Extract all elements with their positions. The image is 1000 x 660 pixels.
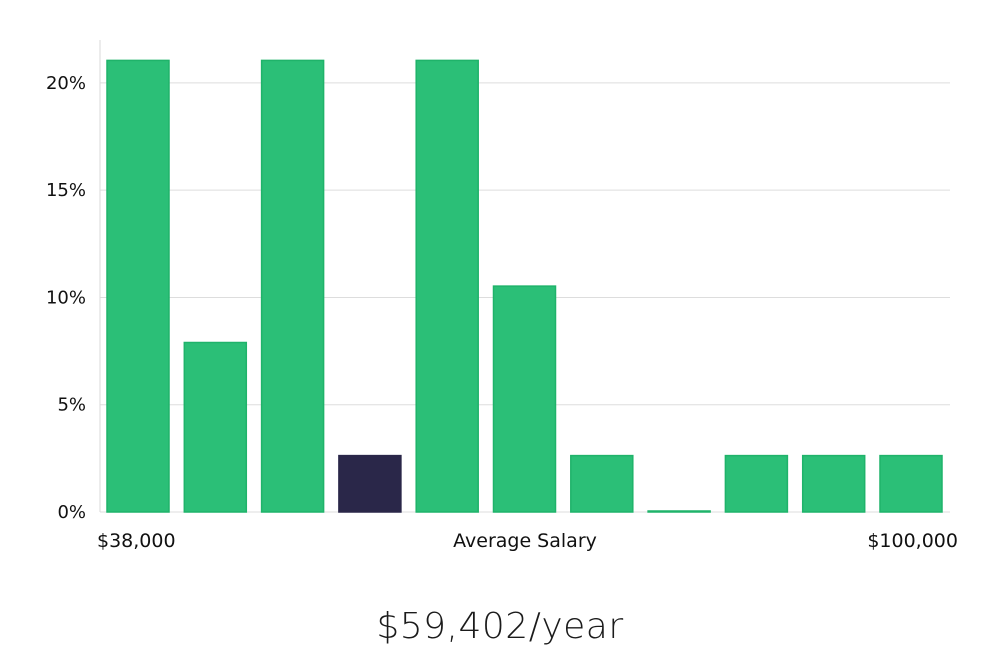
y-tick-label: 0%	[57, 502, 86, 523]
x-max-label: $100,000	[867, 530, 958, 552]
salary-bar	[879, 454, 943, 513]
salary-bar	[106, 59, 170, 513]
y-tick-label: 5%	[57, 395, 86, 416]
y-tick-label: 15%	[46, 180, 86, 201]
salary-bar	[415, 59, 479, 513]
y-tick-labels: 0% 5% 10% 15% 20%	[46, 73, 86, 523]
x-min-label: $38,000	[97, 530, 176, 552]
y-tick-label: 20%	[46, 73, 86, 94]
salary-bar	[570, 454, 634, 513]
salary-bar	[492, 285, 557, 513]
salary-bar	[647, 510, 711, 513]
salary-histogram-chart: 0% 5% 10% 15% 20% $38,000 Average Salary $10…	[46, 40, 958, 552]
salary-bar	[801, 454, 866, 513]
average-salary-value: $59,402/year	[376, 606, 624, 647]
bars-layer	[106, 59, 943, 513]
y-tick-label: 10%	[46, 287, 86, 308]
x-axis-title: Average Salary	[453, 530, 597, 552]
salary-bar	[183, 341, 248, 513]
salary-bar	[260, 59, 325, 513]
salary-bar-highlighted	[338, 454, 402, 513]
salary-bar	[724, 454, 789, 513]
